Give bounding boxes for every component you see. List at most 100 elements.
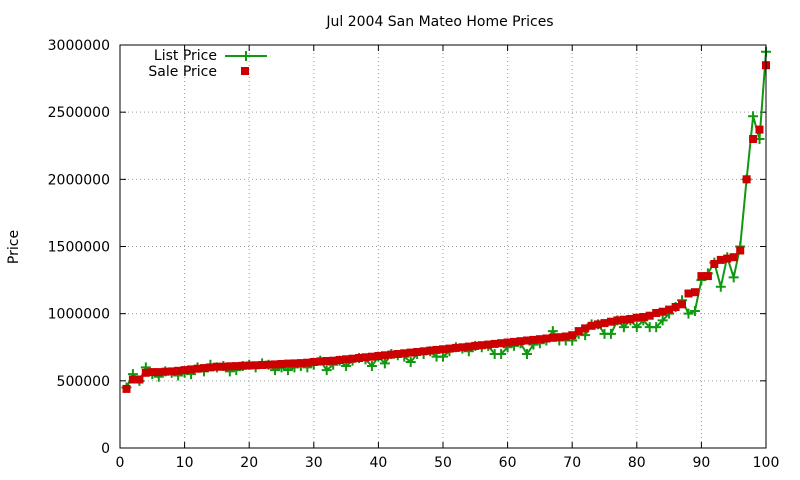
list-price-point — [657, 315, 668, 326]
series-layer — [121, 46, 771, 393]
sale-price-point — [490, 339, 499, 348]
y-tick-label: 2500000 — [48, 105, 110, 121]
sale-price-point — [632, 313, 641, 322]
x-tick-label: 80 — [628, 455, 646, 471]
y-axis-label: Price — [6, 230, 22, 264]
sale-price-point — [135, 375, 144, 384]
plot-frame — [119, 44, 767, 449]
sale-price-point — [710, 260, 719, 268]
sale-price-point — [258, 361, 267, 369]
sale-price-point — [174, 366, 183, 375]
sale-price-point — [309, 358, 318, 366]
sale-price-point — [290, 359, 299, 368]
sale-price-point — [684, 289, 693, 298]
x-tick-label: 70 — [563, 455, 581, 471]
list-price-point — [683, 308, 694, 319]
sale-price-point — [374, 352, 383, 360]
sale-price-point — [645, 311, 654, 320]
sale-price-point — [471, 341, 480, 350]
sale-price-point — [303, 358, 312, 367]
sale-price-point — [535, 335, 544, 344]
x-tick-label: 100 — [753, 455, 780, 471]
sale-price-point — [587, 321, 596, 330]
list-price-point — [748, 111, 759, 122]
x-tick-label: 10 — [176, 455, 194, 471]
sale-price-point — [581, 324, 590, 333]
sale-price-point — [716, 255, 725, 264]
sale-price-point — [122, 384, 131, 393]
sale-price-point — [458, 343, 467, 352]
sale-price-point — [658, 307, 667, 316]
y-tick-label: 500000 — [57, 374, 110, 390]
sale-price-point — [619, 315, 628, 324]
sale-price-point — [755, 125, 764, 134]
sale-price-point — [161, 367, 170, 376]
sale-price-point — [555, 333, 564, 342]
sale-price-point — [749, 135, 758, 143]
sale-price-point — [568, 331, 577, 340]
sale-price-point — [652, 309, 661, 317]
y-tick-label: 1500000 — [48, 240, 110, 256]
sale-price-point — [245, 361, 254, 370]
sale-price-point — [703, 272, 712, 281]
sale-price-point — [678, 300, 686, 309]
sale-price-point — [742, 175, 751, 184]
sale-price-point — [348, 354, 357, 363]
sale-price-point — [561, 332, 570, 341]
sale-price-point — [639, 313, 648, 321]
sale-price-point — [413, 348, 422, 356]
sale-price-point — [128, 375, 137, 384]
x-tick-label: 40 — [369, 455, 387, 471]
sale-price-point — [723, 254, 732, 263]
sale-price-point — [542, 334, 551, 343]
sale-price-point — [296, 359, 305, 368]
sale-price-point — [464, 342, 473, 351]
sale-price-point — [193, 364, 202, 373]
x-tick-label: 30 — [305, 455, 323, 471]
sale-price-point — [277, 360, 286, 368]
chart-title: Jul 2004 San Mateo Home Prices — [325, 14, 553, 30]
sale-price-point — [316, 357, 325, 366]
sale-price-point — [510, 337, 519, 346]
sale-price-point — [187, 365, 196, 374]
sale-price-point — [736, 246, 745, 255]
sale-price-point — [600, 319, 609, 328]
y-tick-label: 3000000 — [48, 38, 110, 54]
sale-price-point — [626, 315, 635, 323]
x-tick-label: 50 — [434, 455, 452, 471]
sale-price-point — [400, 349, 409, 358]
sale-price-point — [342, 355, 351, 364]
sale-price-point — [419, 347, 428, 356]
sale-price-point — [387, 350, 396, 359]
sale-price-point — [406, 348, 415, 357]
sale-price-point — [665, 305, 674, 314]
sale-price-point — [206, 363, 215, 372]
sale-price-point — [445, 344, 454, 353]
sale-price-point — [393, 350, 402, 358]
sale-price-point — [548, 333, 557, 342]
list-price-point — [728, 272, 739, 283]
sale-price-point — [607, 317, 615, 326]
sale-price-point — [380, 351, 389, 360]
list-price-point — [605, 328, 616, 339]
list-price-point — [631, 322, 642, 333]
sale-price-point — [523, 336, 531, 345]
sale-price-point — [329, 356, 338, 365]
list-price-point — [689, 305, 700, 316]
list-price-point — [405, 357, 416, 368]
sale-price-point — [271, 360, 279, 369]
sale-price-point — [167, 367, 176, 376]
x-tick-label: 60 — [499, 455, 517, 471]
sale-price-point — [225, 362, 234, 371]
list-price-point — [618, 322, 629, 333]
sale-price-point — [529, 335, 538, 344]
sale-price-point — [219, 362, 228, 371]
y-tick-label: 2000000 — [48, 172, 110, 188]
sale-price-point — [477, 341, 486, 350]
sale-price-point — [284, 359, 292, 368]
legend-label-list-price: List Price — [154, 48, 217, 64]
sale-price-point — [361, 353, 370, 362]
sale-price-point — [729, 253, 738, 262]
